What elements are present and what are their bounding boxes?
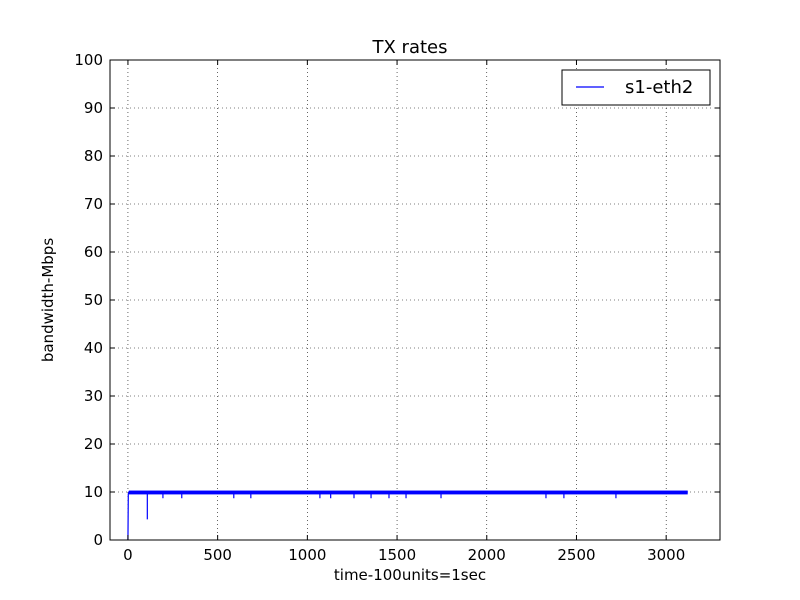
legend-label: s1-eth2 [625, 77, 693, 98]
y-tick-label: 30 [84, 387, 103, 405]
y-tick-label: 10 [84, 483, 103, 501]
series-line [127, 491, 688, 541]
y-tick-label: 0 [93, 531, 103, 549]
grid [110, 59, 720, 541]
y-tick-label: 70 [84, 195, 103, 213]
y-ticks: 0 10 20 30 40 50 60 70 80 90 100 [74, 51, 720, 549]
x-tick-label: 500 [203, 546, 232, 564]
y-tick-label: 60 [84, 243, 103, 261]
x-tick-label: 1500 [378, 546, 416, 564]
x-tick-label: 3000 [647, 546, 685, 564]
x-tick-label: 2000 [468, 546, 506, 564]
y-tick-label: 100 [74, 51, 103, 69]
x-axis-label: time-100units=1sec [334, 566, 486, 584]
chart-title: TX rates [372, 37, 448, 58]
x-tick-label: 0 [123, 546, 133, 564]
legend: s1-eth2 [561, 69, 711, 106]
y-tick-label: 40 [84, 339, 103, 357]
series-band [128, 490, 688, 495]
x-tick-label: 1000 [288, 546, 326, 564]
series-layer [127, 490, 688, 541]
y-tick-label: 50 [84, 291, 103, 309]
x-tick-label: 2500 [557, 546, 595, 564]
y-axis-label: bandwidth-Mbps [39, 238, 57, 362]
y-tick-label: 90 [84, 99, 103, 117]
y-tick-label: 80 [84, 147, 103, 165]
x-ticks: 0 500 1000 1500 2000 2500 3000 [123, 60, 685, 564]
y-tick-label: 20 [84, 435, 103, 453]
